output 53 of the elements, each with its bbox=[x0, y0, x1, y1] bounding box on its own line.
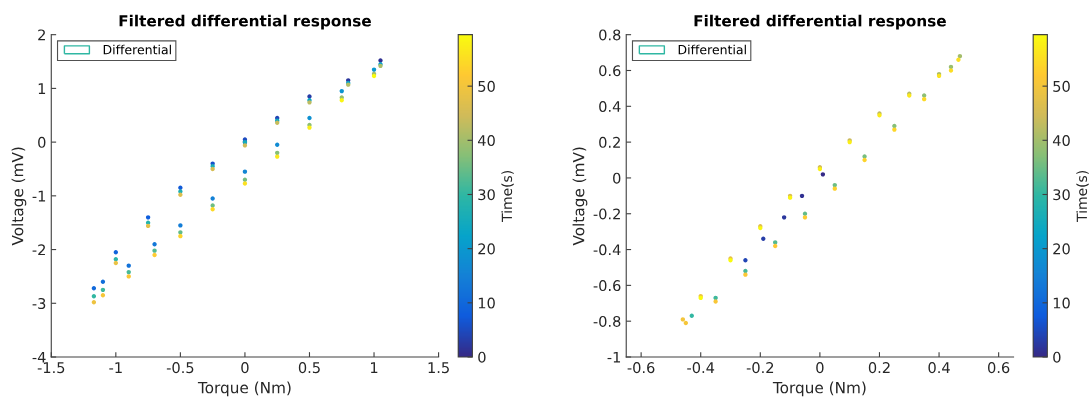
y-tick-label: 0 bbox=[613, 172, 621, 184]
color-bar-label: 50 bbox=[478, 80, 495, 92]
color-bar-label: 40 bbox=[1052, 135, 1070, 147]
x-tick-label: -0.6 bbox=[627, 362, 655, 374]
x-tick-label: 0 bbox=[816, 362, 824, 374]
y-tick-label: 0.6 bbox=[599, 65, 621, 77]
x-tick-label: 0.5 bbox=[298, 362, 320, 374]
color-bar-label: 10 bbox=[478, 297, 495, 309]
x-tick-label: -1.5 bbox=[37, 362, 65, 374]
color-bar-label: 0 bbox=[478, 351, 486, 363]
x-tick-label: -1 bbox=[109, 362, 122, 373]
color-bar-label: 30 bbox=[478, 189, 495, 201]
y-tick-label: 0.8 bbox=[599, 29, 621, 41]
y-tick-label: -3 bbox=[32, 298, 46, 310]
x-tick-label: -0.4 bbox=[687, 362, 715, 374]
y-axis-title: Voltage (mV) bbox=[11, 147, 27, 246]
color-bar-label: 20 bbox=[1053, 243, 1070, 255]
y-tick-label: -4 bbox=[32, 351, 46, 363]
legend-label: Differential bbox=[103, 44, 171, 55]
color-bar-label: 20 bbox=[478, 243, 495, 255]
x-tick-label: 0.4 bbox=[928, 362, 950, 374]
y-tick-label: 0.4 bbox=[599, 101, 621, 113]
color-bar-title: Time(s) bbox=[501, 171, 514, 222]
x-tick-label: 0.2 bbox=[868, 362, 890, 374]
x-tick-label: 1 bbox=[370, 362, 378, 373]
y-tick-label: -0.8 bbox=[593, 315, 621, 327]
color-bar-title: Time(s) bbox=[1076, 171, 1089, 222]
y-tick-label: 2 bbox=[38, 29, 45, 41]
x-tick-label: -0.2 bbox=[746, 362, 774, 374]
color-bar-label: 40 bbox=[477, 135, 495, 147]
color-bar-label: 50 bbox=[1053, 80, 1070, 92]
x-tick-label: 0.6 bbox=[988, 362, 1010, 374]
y-tick-label: -0.6 bbox=[593, 280, 621, 292]
y-tick-label: -0.2 bbox=[593, 208, 620, 220]
legend-label: Differential bbox=[678, 44, 746, 55]
y-tick-label: -2 bbox=[32, 244, 45, 256]
y-tick-label: 0.2 bbox=[599, 136, 620, 148]
color-bar-label: 0 bbox=[1053, 351, 1061, 363]
y-tick-label: 1 bbox=[38, 83, 46, 94]
color-bar-label: 30 bbox=[1053, 189, 1070, 201]
x-tick-label: 1.5 bbox=[428, 362, 449, 374]
y-tick-label: -1 bbox=[607, 351, 621, 363]
x-tick-label: 0 bbox=[241, 362, 249, 374]
chart-title: Filtered differential response bbox=[119, 14, 371, 30]
x-axis-title: Torque (Nm) bbox=[197, 381, 291, 397]
chart-title: Filtered differential response bbox=[694, 14, 946, 30]
y-tick-label: -0.4 bbox=[593, 244, 621, 256]
x-tick-label: -0.5 bbox=[166, 362, 194, 374]
color-bar-label: 10 bbox=[1053, 297, 1070, 309]
x-axis-title: Torque (Nm) bbox=[772, 381, 866, 397]
y-tick-label: -1 bbox=[32, 190, 46, 202]
y-axis-title: Voltage (mV) bbox=[572, 147, 588, 246]
y-tick-label: 0 bbox=[38, 136, 46, 148]
